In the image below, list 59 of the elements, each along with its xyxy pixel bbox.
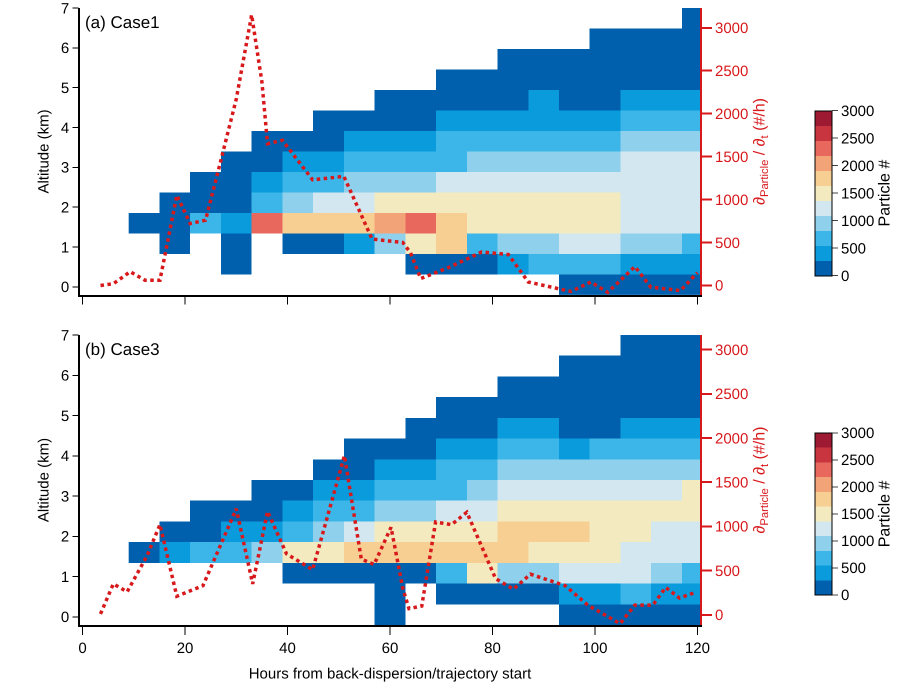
y-tick-label: 6 — [60, 40, 70, 58]
x-tick-label: 100 — [582, 640, 608, 657]
chart-title: (a) Case1 — [85, 13, 160, 32]
y-tick-label: 1500 — [715, 148, 748, 166]
y-tick-label: 5 — [60, 408, 70, 425]
y-tick-label: 6 — [60, 368, 70, 385]
color-bar-title: Particle # — [876, 480, 894, 548]
y-tick-label: 3 — [60, 488, 70, 506]
y-tick-label: 7 — [60, 327, 70, 344]
x-tick-label: 0 — [78, 640, 87, 657]
color-bar-label: 500 — [841, 240, 866, 258]
color-bar-label: 3000 — [841, 425, 874, 442]
color-bar-label: 1500 — [841, 185, 874, 202]
x-tick-label: 40 — [279, 640, 296, 657]
y-tick-label: 4 — [60, 448, 70, 466]
y-tick-label: 2000 — [715, 430, 748, 448]
color-bar-label: 2000 — [841, 479, 874, 496]
y-tick-label: 500 — [715, 234, 740, 252]
y-tick-label: 2500 — [715, 62, 748, 80]
y-tick-label: 5 — [60, 80, 70, 97]
x-tick-label: 80 — [484, 640, 501, 657]
color-bar-label: 2000 — [841, 158, 874, 175]
y-tick-label: 500 — [715, 562, 740, 580]
color-bar-label: 2500 — [841, 452, 874, 470]
line-series — [98, 454, 696, 625]
y-tick-label: 3000 — [715, 20, 748, 38]
y-tick-label: 4 — [60, 120, 70, 137]
color-bar-label: 1500 — [841, 506, 874, 524]
y-tick-label: 0 — [715, 607, 724, 624]
y-tick-label: 0 — [60, 279, 70, 296]
color-bar-label: 0 — [841, 587, 850, 604]
chart-title: (b) Case3 — [85, 340, 160, 359]
y-tick-label: 7 — [60, 0, 70, 18]
color-bar-label: 2500 — [841, 130, 874, 148]
y-tick-label: 1500 — [715, 474, 748, 492]
color-bar-label: 1000 — [841, 212, 874, 230]
y-tick-label: 0 — [715, 278, 724, 295]
x-tick-label: 120 — [684, 640, 710, 657]
color-bar-title: Particle # — [876, 160, 894, 226]
y-tick-label: 1000 — [715, 192, 748, 209]
color-bar-label: 1000 — [841, 533, 874, 550]
y-tick-label: 2500 — [715, 386, 748, 404]
y-tick-label: 3 — [60, 160, 70, 177]
y-tick-label: 1 — [60, 239, 70, 256]
y-axis-title: Altitude (km) — [36, 438, 53, 522]
x-tick-label: 60 — [382, 640, 398, 657]
x-tick-label: 20 — [176, 640, 194, 657]
y-axis-title: Altitude (km) — [36, 109, 53, 194]
y-tick-label: 1000 — [715, 518, 748, 536]
x-axis-title: Hours from back-dispersion/trajectory start — [248, 665, 532, 682]
y-tick-label: 2000 — [715, 106, 748, 123]
color-bar-label: 500 — [841, 560, 866, 578]
y-tick-label: 2 — [60, 199, 70, 216]
y-tick-label: 3000 — [715, 342, 748, 359]
y-tick-label: 0 — [60, 609, 70, 626]
y-tick-label: 2 — [60, 528, 70, 546]
y-tick-label: 1 — [60, 568, 70, 586]
color-bar-label: 3000 — [841, 102, 874, 120]
color-bar-label: 0 — [841, 268, 850, 285]
